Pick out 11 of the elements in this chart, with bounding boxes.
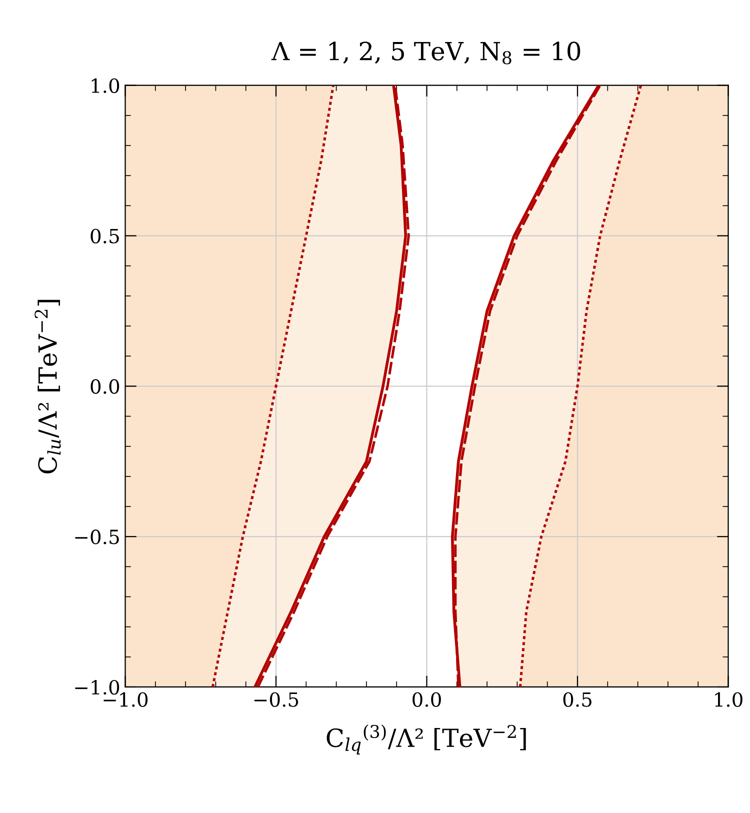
chart-title: Λ = 1, 2, 5 TeV, N$_{8}$ = 10 <box>271 42 580 64</box>
y-tick-label: 0.5 <box>90 228 119 244</box>
y-tick-label: 0.0 <box>90 379 120 394</box>
y-tick-label: 1.0 <box>92 78 120 94</box>
x-tick-label: −0.5 <box>254 692 298 707</box>
x-tick-label: 0.5 <box>563 692 592 707</box>
x-tick-label: 0.0 <box>412 692 441 707</box>
x-tick-label: 1.0 <box>715 692 742 707</box>
y-tick-label: −0.5 <box>75 530 119 544</box>
y-axis-title: C$_{lu}$/Λ² [TeV$^{−2}$] <box>34 300 61 474</box>
x-axis-title: C$_{lq}$$^{(3)}$/Λ² [TeV$^{−2}$] <box>326 724 526 754</box>
